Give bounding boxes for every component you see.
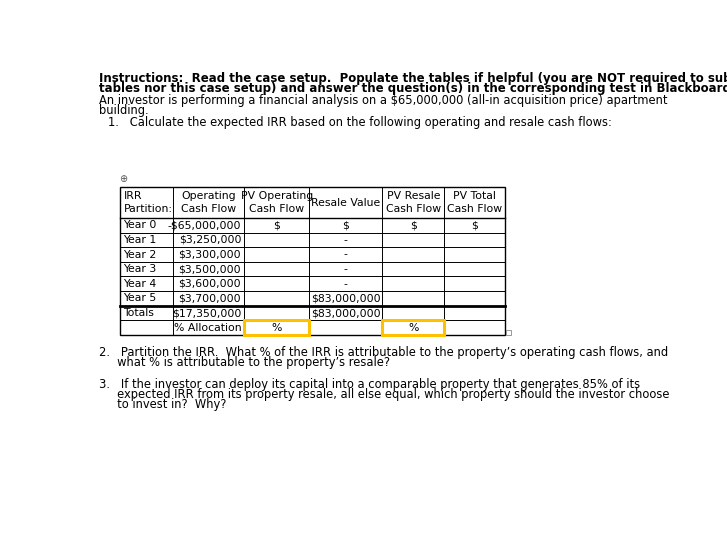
Text: -$65,000,000: -$65,000,000 bbox=[168, 220, 241, 230]
Text: %: % bbox=[408, 322, 419, 333]
Bar bbox=[244, 320, 310, 335]
Text: $: $ bbox=[471, 220, 478, 230]
Text: $3,700,000: $3,700,000 bbox=[179, 294, 241, 303]
Text: PV Total
Cash Flow: PV Total Cash Flow bbox=[447, 191, 502, 214]
Bar bbox=[506, 330, 511, 335]
Text: ⊕: ⊕ bbox=[119, 174, 127, 184]
Text: $: $ bbox=[273, 220, 281, 230]
Text: $: $ bbox=[342, 220, 349, 230]
Text: -: - bbox=[344, 235, 348, 245]
Text: Year 0: Year 0 bbox=[124, 220, 157, 230]
Text: $3,600,000: $3,600,000 bbox=[179, 279, 241, 289]
Text: %: % bbox=[272, 322, 282, 333]
Text: Year 1: Year 1 bbox=[124, 235, 157, 245]
Text: 2.   Partition the IRR.  What % of the IRR is attributable to the property’s ope: 2. Partition the IRR. What % of the IRR … bbox=[99, 346, 668, 359]
Text: tables nor this case setup) and answer the question(s) in the corresponding test: tables nor this case setup) and answer t… bbox=[99, 82, 727, 95]
Text: Year 3: Year 3 bbox=[124, 264, 157, 274]
Bar bbox=[121, 187, 505, 335]
Text: $17,350,000: $17,350,000 bbox=[172, 308, 241, 318]
Text: $3,500,000: $3,500,000 bbox=[179, 264, 241, 274]
Text: Operating
Cash Flow: Operating Cash Flow bbox=[181, 191, 236, 214]
Text: $: $ bbox=[410, 220, 417, 230]
Text: PV Resale
Cash Flow: PV Resale Cash Flow bbox=[386, 191, 441, 214]
Text: expected IRR from its property resale, all else equal, which property should the: expected IRR from its property resale, a… bbox=[99, 388, 669, 401]
Bar bbox=[382, 320, 444, 335]
Text: $3,300,000: $3,300,000 bbox=[179, 249, 241, 260]
Text: -: - bbox=[344, 279, 348, 289]
Text: -: - bbox=[344, 264, 348, 274]
Text: Instructions:  Read the case setup.  Populate the tables if helpful (you are NOT: Instructions: Read the case setup. Popul… bbox=[99, 71, 727, 85]
Text: Year 2: Year 2 bbox=[124, 249, 157, 260]
Text: PV Operating
Cash Flow: PV Operating Cash Flow bbox=[241, 191, 313, 214]
Text: to invest in?  Why?: to invest in? Why? bbox=[99, 398, 226, 411]
Text: Year 4: Year 4 bbox=[124, 279, 157, 289]
Text: 3.   If the investor can deploy its capital into a comparable property that gene: 3. If the investor can deploy its capita… bbox=[99, 378, 640, 391]
Text: -: - bbox=[344, 249, 348, 260]
Text: $83,000,000: $83,000,000 bbox=[311, 308, 381, 318]
Text: IRR
Partition:: IRR Partition: bbox=[124, 191, 172, 214]
Text: Resale Value: Resale Value bbox=[311, 198, 380, 207]
Text: $83,000,000: $83,000,000 bbox=[311, 294, 381, 303]
Text: building.: building. bbox=[99, 104, 148, 117]
Text: $3,250,000: $3,250,000 bbox=[179, 235, 241, 245]
Text: Totals: Totals bbox=[124, 308, 154, 318]
Text: % Allocation: % Allocation bbox=[174, 322, 241, 333]
Text: what % is attributable to the property’s resale?: what % is attributable to the property’s… bbox=[99, 356, 390, 369]
Text: 1.   Calculate the expected IRR based on the following operating and resale cash: 1. Calculate the expected IRR based on t… bbox=[108, 116, 612, 130]
Text: Year 5: Year 5 bbox=[124, 294, 157, 303]
Text: An investor is performing a financial analysis on a $65,000,000 (all-in acquisit: An investor is performing a financial an… bbox=[99, 94, 667, 107]
